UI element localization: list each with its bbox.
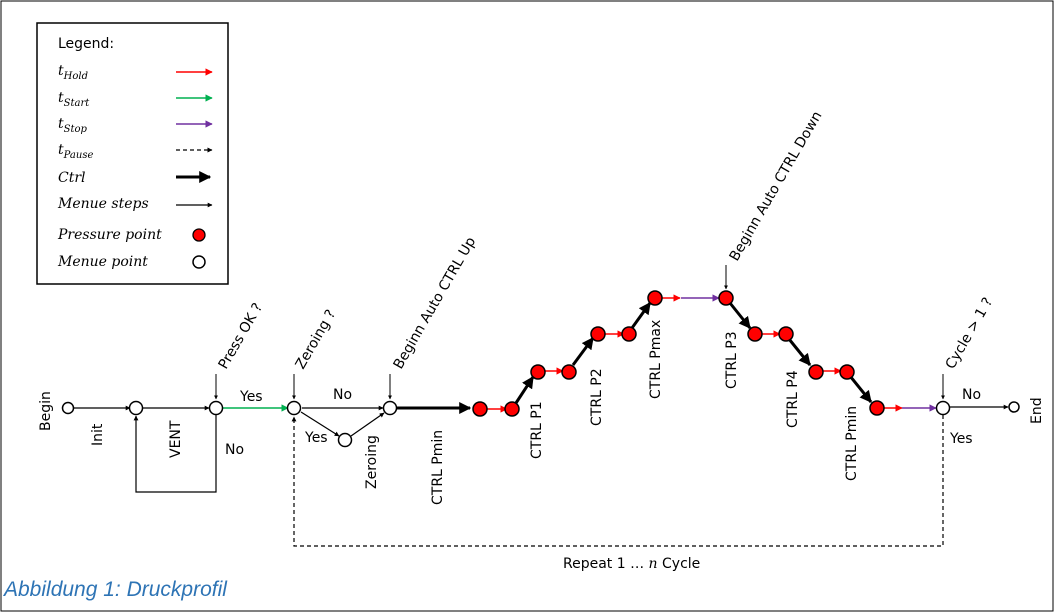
- label-no-1: No: [225, 442, 244, 458]
- legend-row-menue-steps: Menue steps: [57, 196, 213, 212]
- label-ctrl-pmin-1: CTRL Pmin: [430, 430, 446, 505]
- legend-start-main: t: [58, 90, 64, 106]
- label-begin-up: Beginn Auto CTRL Up: [391, 234, 480, 372]
- figure-caption: Abbildung 1: Druckprofil: [2, 578, 228, 601]
- flow-edges: [74, 265, 1009, 547]
- pressure-point-pmin-1a: [472, 401, 488, 417]
- label-ctrl-p1: CTRL P1: [529, 401, 545, 459]
- legend-row-pressure-point: Pressure point: [57, 227, 206, 243]
- label-repeat: Repeat 1 … n Cycle: [563, 556, 700, 572]
- legend-menue-steps-label: Menue steps: [57, 196, 149, 212]
- label-end: End: [1029, 397, 1045, 424]
- pressure-point-p1b: [561, 364, 577, 380]
- edge-ctrl-p4: [787, 338, 812, 366]
- pressure-point-p4b: [839, 364, 855, 380]
- edge-repeat: [291, 415, 944, 547]
- edge-ctrl-p3: [728, 302, 752, 329]
- pressure-point-p2a: [590, 326, 606, 342]
- edge-zeroing-yes: [300, 411, 340, 437]
- label-yes-3: Yes: [949, 431, 973, 447]
- label-no-2: No: [333, 387, 352, 403]
- label-begin: Begin: [38, 391, 54, 431]
- label-vent: VENT: [168, 420, 184, 458]
- legend-menue-point-label: Menue point: [57, 254, 148, 270]
- legend-pause-sub: Pause: [63, 150, 94, 161]
- pressure-point-pmax: [647, 290, 663, 306]
- label-ctrl-p2: CTRL P2: [589, 368, 605, 426]
- label-press-ok: Press OK ?: [216, 300, 267, 372]
- label-yes-2: Yes: [304, 430, 328, 446]
- pressure-point-pmin-2: [869, 400, 885, 416]
- menue-point-end: [1008, 401, 1020, 413]
- svg-text:tStart: tStart: [58, 90, 90, 109]
- legend-title: Legend:: [58, 36, 114, 52]
- menue-point-press-ok: [208, 400, 224, 416]
- edge-ctrl-p1: [514, 375, 535, 404]
- legend-hold-main: t: [58, 63, 64, 79]
- pressure-point-p2b: [621, 326, 637, 342]
- legend-hold-sub: Hold: [63, 71, 88, 82]
- legend-row-ctrl: Ctrl: [58, 170, 212, 186]
- legend-stop-sub: Stop: [64, 124, 88, 135]
- pressure-point-p1a: [530, 364, 546, 380]
- legend-pressure-point-symbol: [192, 228, 206, 242]
- pressure-point-p3b: [778, 326, 794, 342]
- label-ctrl-pmin-2: CTRL Pmin: [844, 406, 860, 481]
- label-ctrl-p3: CTRL P3: [724, 331, 740, 389]
- edge-no-loop: [133, 415, 217, 493]
- legend-ctrl-label: Ctrl: [58, 170, 86, 186]
- edge-ctrl-p2: [571, 337, 595, 366]
- pressure-point-p3a: [747, 326, 763, 342]
- menue-point-init: [128, 400, 144, 416]
- edge-ctrl-pmax: [630, 302, 652, 329]
- label-begin-down: Beginn Auto CTRL Down: [727, 109, 826, 264]
- label-repeat-post: Cycle: [658, 556, 701, 572]
- label-no-3: No: [962, 387, 981, 403]
- legend-pause-main: t: [58, 142, 64, 158]
- label-ctrl-pmax: CTRL Pmax: [648, 320, 664, 399]
- label-init: Init: [90, 423, 106, 446]
- legend-row-start: tStart: [58, 90, 213, 109]
- label-repeat-pre: Repeat 1 …: [563, 556, 649, 572]
- legend-stop-main: t: [58, 116, 64, 132]
- svg-text:tHold: tHold: [58, 63, 88, 82]
- legend-row-stop: tStop: [58, 116, 213, 135]
- label-repeat-n: n: [649, 556, 658, 572]
- label-zeroing: Zeroing: [364, 435, 380, 489]
- label-yes-1: Yes: [239, 389, 263, 405]
- pressure-point-p4a: [808, 364, 824, 380]
- legend-row-pause: tPause: [58, 142, 213, 161]
- label-ctrl-p4: CTRL P4: [785, 370, 801, 428]
- label-cycle-q: Cycle > 1 ?: [943, 295, 997, 372]
- menue-point-cycle: [935, 400, 951, 416]
- legend-row-menue-point: Menue point: [57, 254, 206, 270]
- legend-pressure-point-label: Pressure point: [57, 227, 162, 243]
- pressure-point-pmin-1b: [504, 401, 520, 417]
- legend-start-sub: Start: [64, 98, 91, 109]
- label-zeroing-q: Zeroing ?: [293, 307, 340, 372]
- menue-point-begin-up: [382, 400, 398, 416]
- edge-ctrl-pmin-2: [848, 375, 873, 403]
- legend-menue-point-symbol: [192, 255, 206, 269]
- svg-text:tStop: tStop: [58, 116, 88, 135]
- menue-point-begin: [61, 401, 75, 415]
- edge-zeroing-merge: [350, 412, 385, 437]
- menue-points: [61, 400, 1020, 448]
- legend-row-hold: tHold: [58, 63, 213, 82]
- menue-point-zeroing-q: [286, 400, 302, 416]
- menue-point-zeroing: [337, 432, 353, 448]
- svg-text:tPause: tPause: [58, 142, 93, 161]
- pressure-points: [472, 290, 885, 417]
- pressure-point-pmax-b: [718, 290, 734, 306]
